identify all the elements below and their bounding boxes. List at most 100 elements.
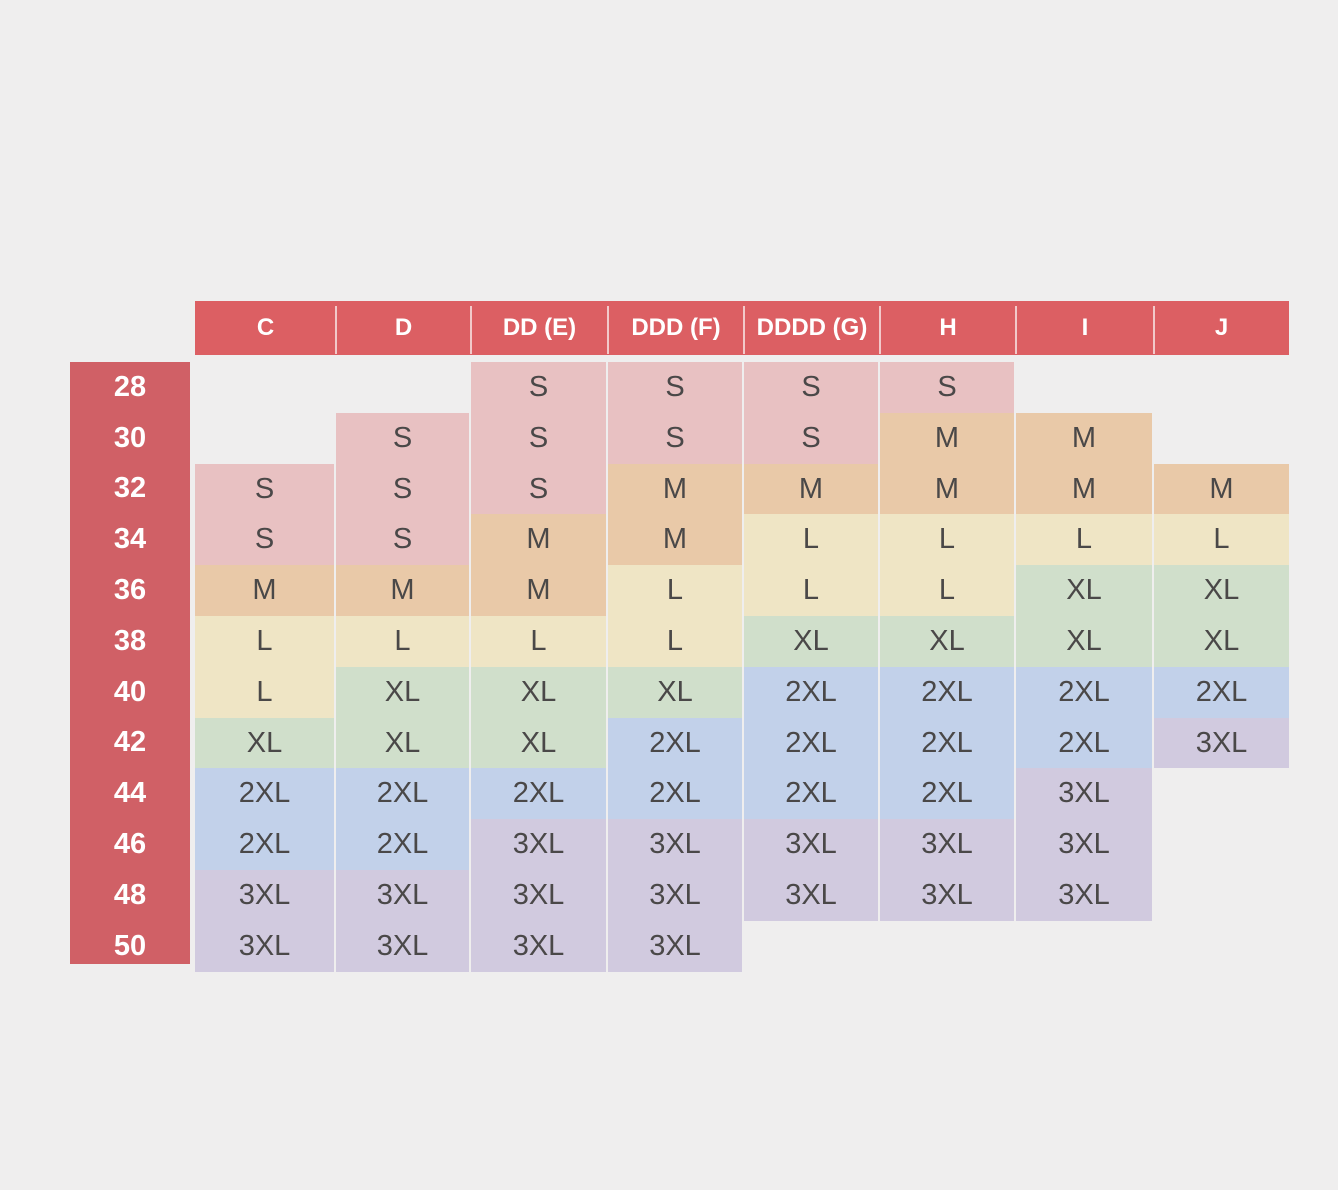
size-cell-46-dddd-g: 3XL (744, 819, 878, 870)
row-label-34: 34 (113, 523, 147, 556)
row-label-38: 38 (113, 624, 147, 657)
size-cell-46-c: 2XL (195, 819, 334, 870)
size-cell-44-ddd-f: 2XL (608, 768, 742, 819)
row-label-40: 40 (113, 675, 147, 708)
row-label-28: 28 (113, 370, 147, 403)
size-cell-28-h: S (880, 362, 1014, 413)
size-cell-36-dddd-g: L (744, 565, 878, 616)
size-cell-38-i: XL (1016, 616, 1152, 667)
size-cell-44-dddd-g: 2XL (744, 768, 878, 819)
size-cell-28-dddd-g: S (744, 362, 878, 413)
size-cell-40-dd-e: XL (471, 667, 606, 718)
size-cell-34-ddd-f: M (608, 514, 742, 565)
size-cell-36-c: M (195, 565, 334, 616)
size-cell-50-dd-e: 3XL (471, 921, 606, 972)
size-cell-46-h: 3XL (880, 819, 1014, 870)
size-cell-38-dd-e: L (471, 616, 606, 667)
size-cell-28-dd-e: S (471, 362, 606, 413)
size-cell-48-ddd-f: 3XL (608, 870, 742, 921)
size-cell-30-d: S (336, 413, 469, 464)
size-cell-38-j: XL (1154, 616, 1289, 667)
row-label-48: 48 (113, 878, 147, 911)
size-cell-32-j: M (1154, 464, 1289, 514)
size-cell-42-c: XL (195, 718, 334, 768)
size-cell-44-dd-e: 2XL (471, 768, 606, 819)
size-cell-42-d: XL (336, 718, 469, 768)
header-separator (607, 306, 609, 354)
size-cell-42-j: 3XL (1154, 718, 1289, 768)
size-cell-36-j: XL (1154, 565, 1289, 616)
size-cell-44-h: 2XL (880, 768, 1014, 819)
size-cell-40-h: 2XL (880, 667, 1014, 718)
size-cell-40-dddd-g: 2XL (744, 667, 878, 718)
column-header-d: D (336, 301, 471, 355)
size-cell-36-ddd-f: L (608, 565, 742, 616)
header-separator (743, 306, 745, 354)
size-cell-48-h: 3XL (880, 870, 1014, 921)
header-separator (335, 306, 337, 354)
size-cell-34-h: L (880, 514, 1014, 565)
header-separator (1015, 306, 1017, 354)
size-cell-36-dd-e: M (471, 565, 606, 616)
size-cell-34-c: S (195, 514, 334, 565)
size-cell-40-ddd-f: XL (608, 667, 742, 718)
size-cell-32-h: M (880, 464, 1014, 514)
size-cell-30-ddd-f: S (608, 413, 742, 464)
row-label-44: 44 (113, 777, 147, 810)
size-cell-48-i: 3XL (1016, 870, 1152, 921)
size-cell-46-d: 2XL (336, 819, 469, 870)
column-header-h: H (880, 301, 1016, 355)
size-cell-42-dd-e: XL (471, 718, 606, 768)
size-cell-38-c: L (195, 616, 334, 667)
size-cell-34-dd-e: M (471, 514, 606, 565)
size-cell-32-d: S (336, 464, 469, 514)
size-cell-34-i: L (1016, 514, 1152, 565)
size-cell-32-c: S (195, 464, 334, 514)
header-separator (470, 306, 472, 354)
column-header-ddd-f: DDD (F) (608, 301, 744, 355)
size-cell-30-i: M (1016, 413, 1152, 464)
row-label-32: 32 (113, 472, 147, 505)
size-cell-50-c: 3XL (195, 921, 334, 972)
size-cell-50-d: 3XL (336, 921, 469, 972)
size-cell-38-ddd-f: L (608, 616, 742, 667)
size-cell-36-d: M (336, 565, 469, 616)
size-cell-44-c: 2XL (195, 768, 334, 819)
size-cell-38-h: XL (880, 616, 1014, 667)
size-cell-34-d: S (336, 514, 469, 565)
row-label-50: 50 (113, 929, 147, 962)
size-cell-46-dd-e: 3XL (471, 819, 606, 870)
size-cell-44-i: 3XL (1016, 768, 1152, 819)
size-cell-42-ddd-f: 2XL (608, 718, 742, 768)
row-label-30: 30 (113, 421, 147, 454)
column-header-i: I (1016, 301, 1154, 355)
header-separator (879, 306, 881, 354)
size-cell-48-dd-e: 3XL (471, 870, 606, 921)
size-cell-32-dddd-g: M (744, 464, 878, 514)
band-size-column (70, 362, 190, 964)
size-cell-30-dd-e: S (471, 413, 606, 464)
size-cell-36-i: XL (1016, 565, 1152, 616)
size-cell-32-ddd-f: M (608, 464, 742, 514)
size-cell-40-c: L (195, 667, 334, 718)
size-cell-48-d: 3XL (336, 870, 469, 921)
size-cell-32-i: M (1016, 464, 1152, 514)
size-cell-32-dd-e: S (471, 464, 606, 514)
size-cell-46-ddd-f: 3XL (608, 819, 742, 870)
size-cell-38-dddd-g: XL (744, 616, 878, 667)
size-cell-40-i: 2XL (1016, 667, 1152, 718)
header-separator (1153, 306, 1155, 354)
size-cell-44-d: 2XL (336, 768, 469, 819)
size-cell-36-h: L (880, 565, 1014, 616)
size-cell-30-dddd-g: S (744, 413, 878, 464)
size-cell-42-i: 2XL (1016, 718, 1152, 768)
size-cell-30-h: M (880, 413, 1014, 464)
size-cell-46-i: 3XL (1016, 819, 1152, 870)
size-cell-50-ddd-f: 3XL (608, 921, 742, 972)
column-header-j: J (1154, 301, 1289, 355)
size-cell-28-ddd-f: S (608, 362, 742, 413)
row-label-36: 36 (113, 574, 147, 607)
column-header-dd-e: DD (E) (471, 301, 608, 355)
size-cell-40-d: XL (336, 667, 469, 718)
